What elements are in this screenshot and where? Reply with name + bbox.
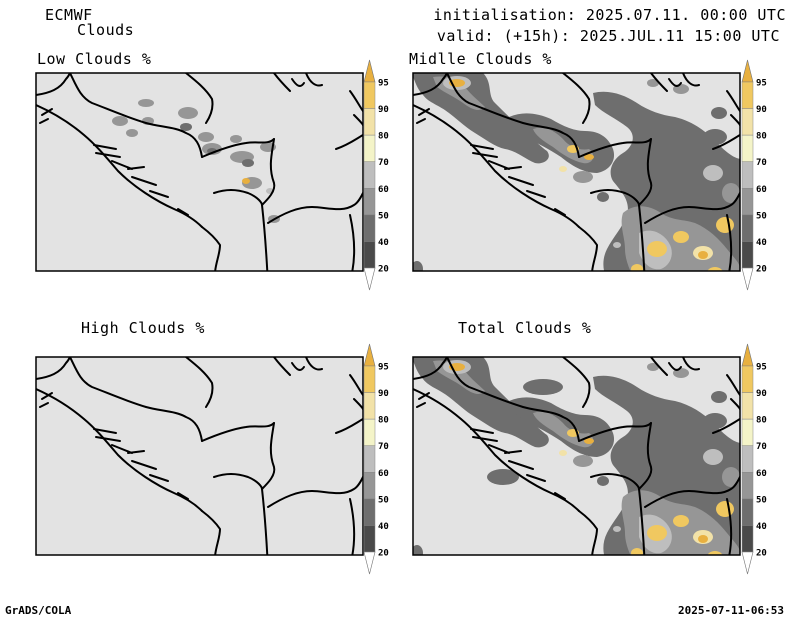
colorbar-arrow-bottom bbox=[363, 267, 376, 291]
colorbar-box bbox=[363, 188, 376, 216]
colorbar-label: 20 bbox=[756, 549, 767, 559]
colorbar-high: 95 90 80 70 60 50 40 20 bbox=[363, 343, 389, 575]
panel-title-middle: Midlle Clouds % bbox=[409, 50, 552, 68]
model-name: ECMWF bbox=[45, 6, 93, 24]
colorbar-arrow-bottom bbox=[363, 551, 376, 575]
colorbar-label: 80 bbox=[756, 416, 767, 426]
map-panel-total bbox=[412, 356, 741, 556]
colorbar-box bbox=[363, 214, 376, 242]
colorbar-label: 60 bbox=[378, 469, 389, 479]
colorbar-label: 95 bbox=[378, 79, 389, 89]
map-panel-middle bbox=[412, 72, 741, 272]
colorbar-box bbox=[363, 365, 376, 393]
colorbar-box bbox=[363, 81, 376, 109]
colorbar-label: 90 bbox=[378, 389, 389, 399]
valid-label: valid: bbox=[436, 27, 495, 45]
colorbar-box bbox=[741, 472, 754, 500]
map-panel-high bbox=[35, 356, 364, 556]
colorbar-label: 40 bbox=[756, 522, 767, 532]
colorbar-total: 95 90 80 70 60 50 40 20 bbox=[741, 343, 767, 575]
colorbar-label: 90 bbox=[378, 105, 389, 115]
colorbar-label: 80 bbox=[378, 132, 389, 142]
colorbar-label: 50 bbox=[378, 495, 389, 505]
colorbar-box bbox=[363, 161, 376, 189]
colorbar-box bbox=[741, 418, 754, 446]
panel-title-total: Total Clouds % bbox=[458, 319, 592, 337]
colorbar-middle: 95 90 80 70 60 50 40 20 bbox=[741, 59, 767, 291]
colorbar-label: 60 bbox=[378, 185, 389, 195]
colorbar-label: 20 bbox=[378, 265, 389, 275]
colorbar-box bbox=[363, 445, 376, 473]
colorbar-label: 95 bbox=[756, 79, 767, 89]
colorbar-label: 40 bbox=[378, 238, 389, 248]
map-panel-low bbox=[35, 72, 364, 272]
colorbar-box bbox=[741, 81, 754, 109]
colorbar-label: 40 bbox=[756, 238, 767, 248]
colorbar-label: 60 bbox=[756, 185, 767, 195]
colorbar-label: 50 bbox=[756, 495, 767, 505]
footer-software: GrADS/COLA bbox=[5, 604, 72, 617]
colorbar-label: 95 bbox=[378, 363, 389, 373]
panel-title-low: Low Clouds % bbox=[37, 50, 152, 68]
init-label: initialisation: bbox=[433, 6, 577, 24]
colorbar-label: 80 bbox=[378, 416, 389, 426]
colorbar-label: 50 bbox=[756, 211, 767, 221]
colorbar-box bbox=[363, 241, 376, 269]
colorbar-box bbox=[741, 525, 754, 553]
colorbar-box bbox=[363, 392, 376, 420]
panel-title-high: High Clouds % bbox=[81, 319, 205, 337]
colorbar-box bbox=[363, 134, 376, 162]
colorbar-arrow-top bbox=[363, 343, 376, 367]
colorbar-arrow-top bbox=[741, 343, 754, 367]
colorbar-label: 50 bbox=[378, 211, 389, 221]
colorbar-box bbox=[363, 472, 376, 500]
valid-offset: (+15h): bbox=[503, 27, 571, 45]
colorbar-box bbox=[363, 418, 376, 446]
colorbar-box bbox=[741, 392, 754, 420]
colorbar-arrow-top bbox=[741, 59, 754, 83]
colorbar-label: 80 bbox=[756, 132, 767, 142]
colorbar-box bbox=[363, 108, 376, 136]
footer-timestamp: 2025-07-11-06:53 bbox=[678, 604, 784, 617]
colorbar-arrow-bottom bbox=[741, 551, 754, 575]
colorbar-arrow-top bbox=[363, 59, 376, 83]
colorbar-box bbox=[741, 498, 754, 526]
init-line: initialisation: 2025.07.11. 00:00 UTC bbox=[433, 6, 786, 24]
colorbar-label: 70 bbox=[756, 442, 767, 452]
colorbar-label: 20 bbox=[756, 265, 767, 275]
colorbar-label: 60 bbox=[756, 469, 767, 479]
colorbar-box bbox=[741, 108, 754, 136]
colorbar-label: 90 bbox=[756, 105, 767, 115]
colorbar-box bbox=[741, 188, 754, 216]
valid-time: 2025.JUL.11 15:00 UTC bbox=[579, 27, 780, 45]
colorbar-low: 95 90 80 70 60 50 40 20 bbox=[363, 59, 389, 291]
product-name: Clouds bbox=[77, 21, 135, 39]
colorbar-box bbox=[741, 365, 754, 393]
colorbar-box bbox=[741, 241, 754, 269]
colorbar-label: 20 bbox=[378, 549, 389, 559]
valid-line: valid: (+15h): 2025.JUL.11 15:00 UTC bbox=[437, 27, 780, 45]
colorbar-label: 70 bbox=[378, 442, 389, 452]
colorbar-label: 70 bbox=[756, 158, 767, 168]
colorbar-label: 70 bbox=[378, 158, 389, 168]
colorbar-box bbox=[741, 161, 754, 189]
colorbar-box bbox=[363, 498, 376, 526]
colorbar-label: 40 bbox=[378, 522, 389, 532]
colorbar-box bbox=[741, 445, 754, 473]
colorbar-box bbox=[741, 134, 754, 162]
colorbar-label: 95 bbox=[756, 363, 767, 373]
colorbar-label: 90 bbox=[756, 389, 767, 399]
colorbar-arrow-bottom bbox=[741, 267, 754, 291]
colorbar-box bbox=[741, 214, 754, 242]
colorbar-box bbox=[363, 525, 376, 553]
init-time: 2025.07.11. 00:00 UTC bbox=[585, 6, 786, 24]
